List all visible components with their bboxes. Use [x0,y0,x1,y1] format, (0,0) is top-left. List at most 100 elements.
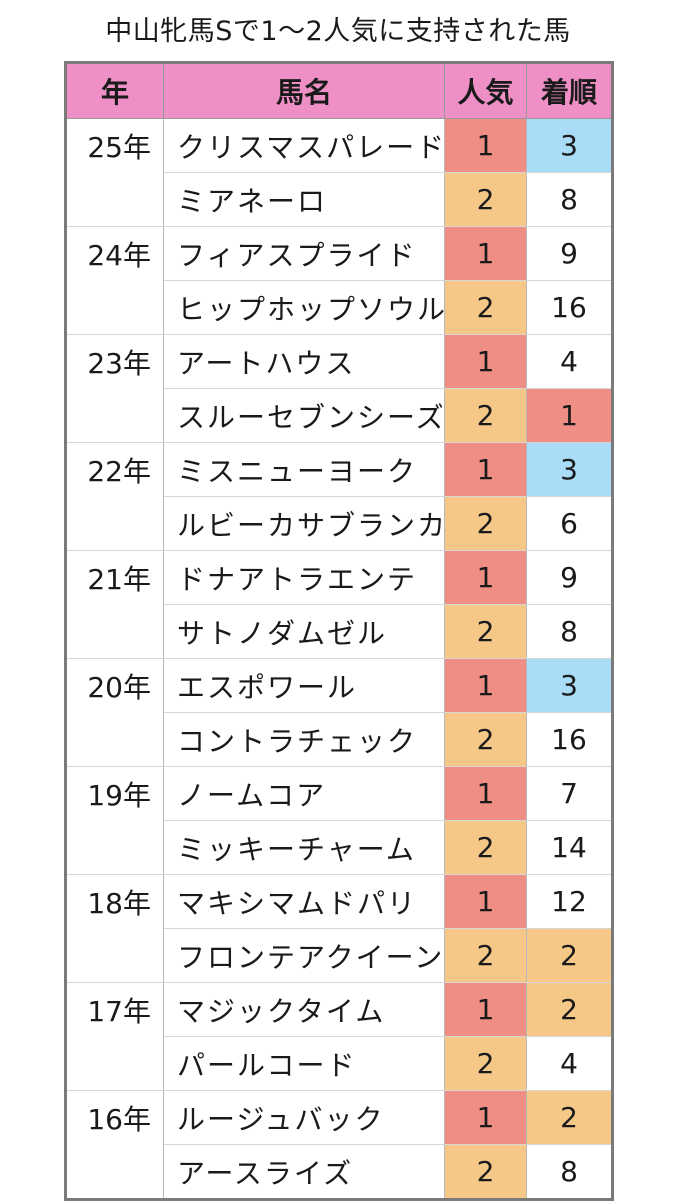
popularity-cell: 2 [444,496,527,551]
table-row: 23年 アートハウス 1 4 [65,334,613,389]
year-cell: 21年 [65,550,164,605]
finish-cell: 9 [526,550,613,605]
year-cell [65,1144,164,1200]
horse-name-cell: フロンテアクイーン [163,928,445,983]
popularity-cell: 1 [444,550,527,605]
table-row: ヒップホップソウル 2 16 [65,280,613,335]
year-cell: 22年 [65,442,164,497]
horse-name-cell: マキシマムドパリ [163,874,445,929]
popularity-cell: 1 [444,658,527,713]
popularity-cell: 2 [444,820,527,875]
finish-cell: 4 [526,1036,613,1091]
header-row: 年 馬名 人気 着順 [65,62,613,119]
finish-cell: 14 [526,820,613,875]
horse-name-cell: コントラチェック [163,712,445,767]
horse-name-cell: ミスニューヨーク [163,442,445,497]
table-row: 20年 エスポワール 1 3 [65,658,613,713]
year-cell [65,280,164,335]
table-row: 25年 クリスマスパレード 1 3 [65,118,613,173]
finish-cell: 2 [526,928,613,983]
table-row: サトノダムゼル 2 8 [65,604,613,659]
finish-cell: 16 [526,712,613,767]
finish-cell: 16 [526,280,613,335]
finish-cell: 4 [526,334,613,389]
popularity-cell: 1 [444,118,527,173]
year-cell: 16年 [65,1090,164,1145]
table-row: ミアネーロ 2 8 [65,172,613,227]
year-cell: 19年 [65,766,164,821]
popularity-cell: 1 [444,874,527,929]
horse-name-cell: ミッキーチャーム [163,820,445,875]
finish-cell: 3 [526,658,613,713]
table-row: 18年 マキシマムドパリ 1 12 [65,874,613,929]
finish-cell: 12 [526,874,613,929]
table-row: 17年 マジックタイム 1 2 [65,982,613,1037]
table-row: ルビーカサブランカ 2 6 [65,496,613,551]
finish-cell: 8 [526,1144,613,1200]
header-year: 年 [65,62,164,119]
popularity-cell: 1 [444,1090,527,1145]
year-cell: 18年 [65,874,164,929]
popularity-cell: 2 [444,172,527,227]
table-row: 16年 ルージュバック 1 2 [65,1090,613,1145]
header-horse-name: 馬名 [163,62,445,119]
popularity-cell: 1 [444,226,527,281]
horse-name-cell: エスポワール [163,658,445,713]
year-cell [65,388,164,443]
year-cell [65,496,164,551]
finish-cell: 3 [526,118,613,173]
popularity-cell: 2 [444,1036,527,1091]
horse-name-cell: アースライズ [163,1144,445,1200]
year-cell: 24年 [65,226,164,281]
finish-cell: 9 [526,226,613,281]
results-table: 年 馬名 人気 着順 25年 クリスマスパレード 1 3 ミアネーロ 2 8 2… [64,61,614,1201]
popularity-cell: 2 [444,388,527,443]
finish-cell: 2 [526,1090,613,1145]
popularity-cell: 2 [444,712,527,767]
table-row: ミッキーチャーム 2 14 [65,820,613,875]
popularity-cell: 2 [444,280,527,335]
table-row: 24年 フィアスプライド 1 9 [65,226,613,281]
horse-name-cell: ミアネーロ [163,172,445,227]
horse-name-cell: ルビーカサブランカ [163,496,445,551]
header-popularity: 人気 [444,62,527,119]
page-title: 中山牝馬Sで1〜2人気に支持された馬 [105,16,571,47]
finish-cell: 1 [526,388,613,443]
popularity-cell: 1 [444,334,527,389]
finish-cell: 2 [526,982,613,1037]
finish-cell: 7 [526,766,613,821]
horse-name-cell: マジックタイム [163,982,445,1037]
year-cell [65,928,164,983]
year-cell [65,1036,164,1091]
table-row: コントラチェック 2 16 [65,712,613,767]
year-cell [65,604,164,659]
year-cell [65,712,164,767]
table-row: スルーセブンシーズ 2 1 [65,388,613,443]
table-row: 21年 ドナアトラエンテ 1 9 [65,550,613,605]
finish-cell: 3 [526,442,613,497]
table-row: フロンテアクイーン 2 2 [65,928,613,983]
horse-name-cell: ノームコア [163,766,445,821]
popularity-cell: 1 [444,766,527,821]
horse-name-cell: サトノダムゼル [163,604,445,659]
year-cell: 25年 [65,118,164,173]
year-cell: 20年 [65,658,164,713]
year-cell: 23年 [65,334,164,389]
horse-name-cell: ルージュバック [163,1090,445,1145]
table-body: 25年 クリスマスパレード 1 3 ミアネーロ 2 8 24年 フィアスプライド… [65,118,613,1200]
table-row: 19年 ノームコア 1 7 [65,766,613,821]
horse-name-cell: ヒップホップソウル [163,280,445,335]
popularity-cell: 2 [444,1144,527,1200]
horse-name-cell: アートハウス [163,334,445,389]
finish-cell: 6 [526,496,613,551]
horse-name-cell: スルーセブンシーズ [163,388,445,443]
horse-name-cell: パールコード [163,1036,445,1091]
horse-name-cell: クリスマスパレード [163,118,445,173]
header-finish: 着順 [526,62,613,119]
table-header: 年 馬名 人気 着順 [65,62,613,119]
horse-name-cell: フィアスプライド [163,226,445,281]
table-row: パールコード 2 4 [65,1036,613,1091]
year-cell: 17年 [65,982,164,1037]
table-row: 22年 ミスニューヨーク 1 3 [65,442,613,497]
popularity-cell: 2 [444,604,527,659]
